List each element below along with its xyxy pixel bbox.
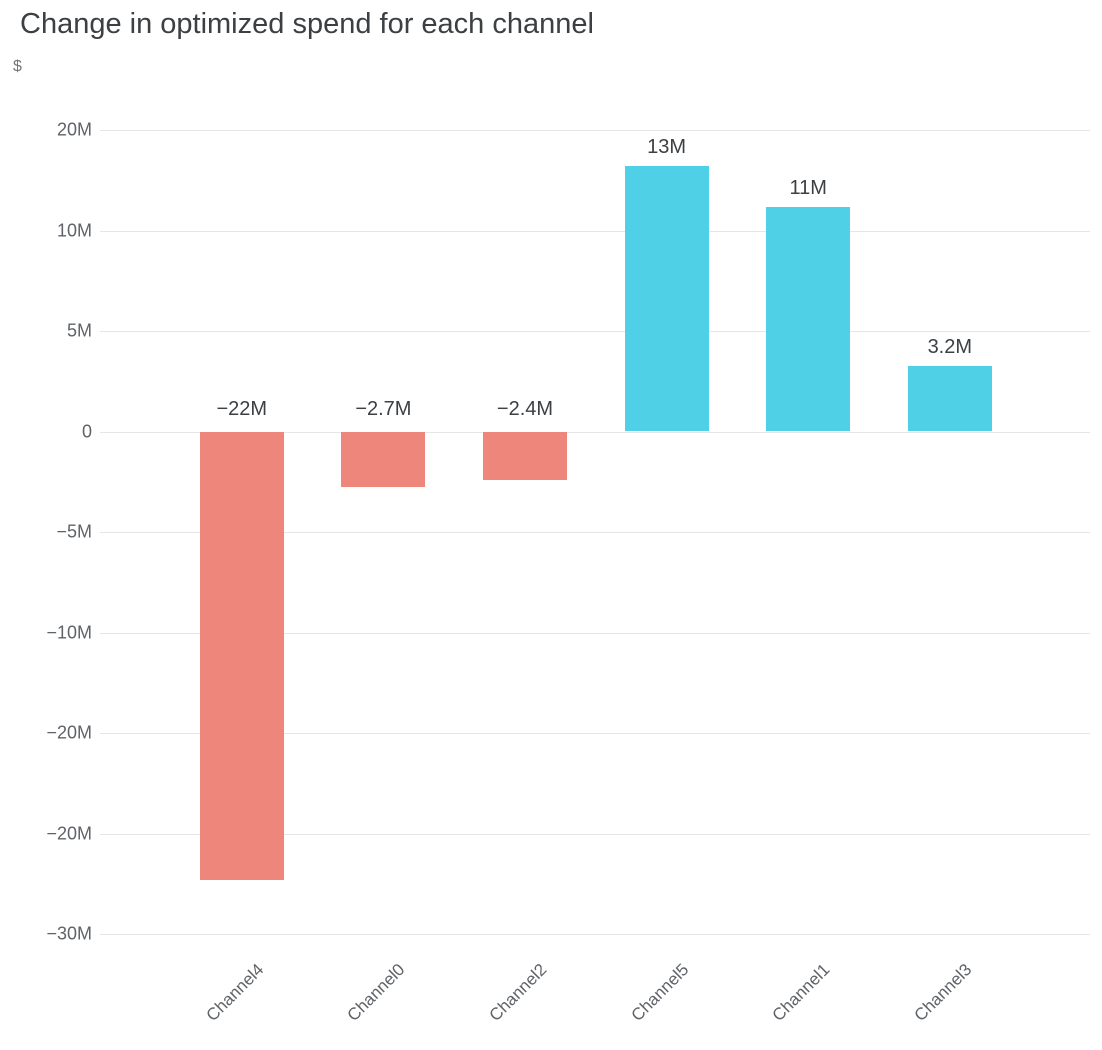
gridline (100, 733, 1090, 734)
y-tick-label: −30M (46, 923, 92, 944)
gridline (100, 130, 1090, 131)
x-axis-label-channel0: Channel0 (343, 960, 409, 1025)
gridline (100, 331, 1090, 332)
x-axis-label-channel4: Channel4 (202, 960, 268, 1025)
y-tick-label: 0 (81, 421, 92, 441)
bar-channel1[interactable] (766, 207, 851, 432)
gridline (100, 230, 1090, 232)
y-axis-unit-label: $ (13, 58, 22, 75)
x-axis-label-channel2: Channel2 (485, 960, 551, 1025)
y-tick-label: 10M (56, 220, 92, 240)
bar-value-label: −2.7M (355, 397, 412, 420)
x-axis-label-channel1: Channel1 (768, 960, 834, 1025)
bar-channel5[interactable] (624, 166, 709, 432)
gridline (100, 431, 1090, 433)
y-tick-label: 20M (56, 119, 92, 140)
bar-channel0[interactable] (341, 431, 426, 487)
gridline (100, 532, 1090, 533)
bar-value-label: 11M (789, 177, 827, 200)
y-tick-label: −20M (46, 722, 92, 743)
y-tick-label: −10M (46, 622, 92, 642)
bar-value-label: −2.4M (496, 397, 554, 420)
gridline (100, 833, 1090, 835)
y-tick-label: −20M (46, 823, 92, 843)
gridline (100, 934, 1090, 935)
bar-value-label: 13M (647, 136, 687, 159)
x-axis-label-channel3: Channel3 (910, 960, 976, 1025)
bar-channel4[interactable] (199, 431, 284, 881)
x-axis-label-channel5: Channel5 (627, 960, 693, 1025)
gridline (100, 632, 1090, 634)
bar-value-label: −22M (216, 397, 268, 420)
y-tick-label: −5M (56, 521, 92, 542)
bar-value-label: 3.2M (927, 336, 973, 359)
chart-title: Change in optimized spend for each chann… (20, 8, 594, 40)
bar-channel2[interactable] (483, 431, 567, 481)
bar-channel3[interactable] (907, 366, 992, 432)
y-tick-label: 5M (66, 320, 92, 341)
